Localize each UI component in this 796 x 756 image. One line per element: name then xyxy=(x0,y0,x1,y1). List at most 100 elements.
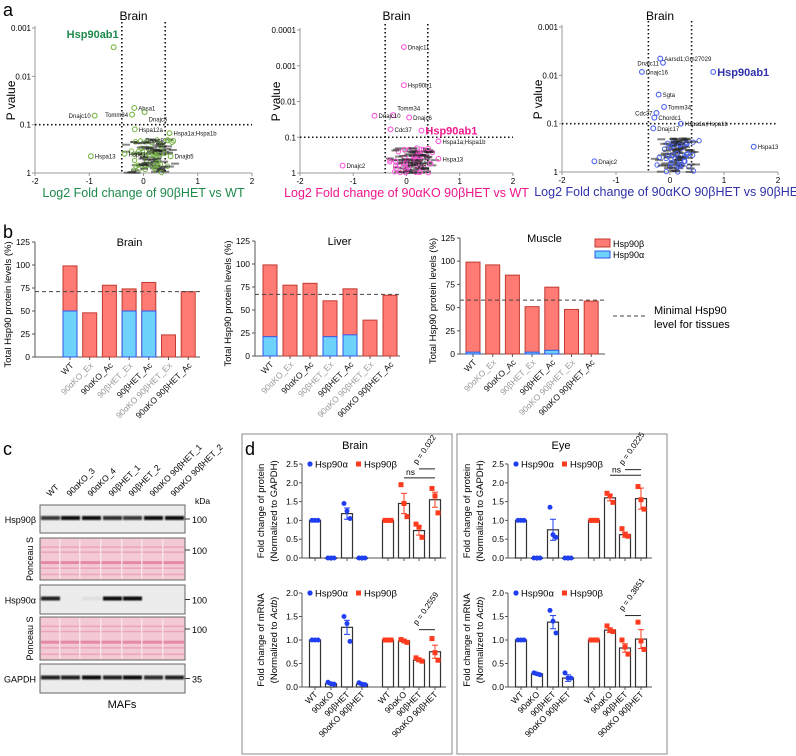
overlapping-gene-label xyxy=(686,167,695,170)
overlapping-gene-label xyxy=(658,154,667,157)
bar-hsp90b xyxy=(282,284,298,357)
overlapping-gene-label xyxy=(399,154,408,157)
data-point xyxy=(665,140,671,147)
y-tick-label: 1 xyxy=(292,169,297,178)
panel-label-a: a xyxy=(3,0,14,20)
legend-label: Hsp90α xyxy=(315,460,348,471)
y-axis-label: Fold change of mRNA xyxy=(462,593,473,687)
replicate-point xyxy=(416,524,422,530)
overlapping-gene-label xyxy=(677,152,686,155)
lane-gap xyxy=(79,539,81,579)
x-tick-label: 1 xyxy=(196,177,201,186)
overlapping-gene-label xyxy=(121,143,130,146)
dot-bar-chart-9: 0.0 0.5 1.0 1.5 2.0 Fold change of mRNA (Norma… xyxy=(462,576,652,739)
replicate-point xyxy=(638,497,644,503)
data-point xyxy=(170,138,177,144)
legend-label: Hsp90β xyxy=(364,460,397,471)
replicate-point xyxy=(550,618,556,624)
lane-gap xyxy=(100,539,102,579)
overlapping-gene-label xyxy=(138,157,147,160)
x-axis-label: Log2 Fold change of 90αKO 90βHET vs WT xyxy=(284,186,529,200)
gene-label: Hspa1a;Hspa1b xyxy=(174,132,218,138)
data-point xyxy=(660,59,666,66)
replicate-point xyxy=(382,637,388,643)
replicate-point xyxy=(537,555,543,561)
data-point xyxy=(696,138,702,144)
significance-label: ns xyxy=(406,467,415,477)
legend-label: Hsp90β xyxy=(364,589,397,600)
y-tick-label: 0.01 xyxy=(280,98,296,107)
data-point xyxy=(131,126,138,133)
y-tick-label: 75 xyxy=(446,279,456,289)
replicate-point xyxy=(553,534,559,540)
ponceau-band xyxy=(41,630,184,633)
y-axis-label-part: (Normalized to xyxy=(475,619,486,683)
replicate-point xyxy=(432,650,438,656)
x-tick-label: 0 xyxy=(141,177,146,186)
overlapping-gene-label xyxy=(415,159,424,162)
y-axis-label-part: Actb xyxy=(269,600,280,620)
y-tick-label: 25 xyxy=(241,328,251,338)
chart-title: Brain xyxy=(342,440,368,452)
replicate-point xyxy=(591,517,597,523)
overlapping-gene-label xyxy=(661,162,670,165)
volcano-title: Brain xyxy=(382,9,410,23)
mean-bar xyxy=(381,639,395,688)
protein-band xyxy=(82,596,101,601)
data-point xyxy=(653,109,660,116)
bar-hsp90a xyxy=(121,310,137,358)
data-point xyxy=(132,151,138,157)
molecular-weight-marker: 35 xyxy=(192,675,202,685)
replicate-point xyxy=(622,644,628,650)
data-point xyxy=(400,44,407,51)
gene-label: Dnajc11 xyxy=(408,46,430,52)
data-point xyxy=(387,159,393,165)
mean-bar xyxy=(412,659,426,688)
data-point xyxy=(750,143,757,150)
overlapping-gene-label xyxy=(139,156,148,159)
y-tick-label: 1 xyxy=(554,168,559,177)
lane-label: WT xyxy=(44,482,60,498)
overlapping-gene-label xyxy=(391,149,400,152)
y-tick-label: 0.0 xyxy=(286,553,298,563)
bar-hsp90a xyxy=(465,351,481,355)
overlapping-gene-label xyxy=(424,150,433,153)
replicate-point xyxy=(610,499,616,505)
data-point xyxy=(401,146,408,153)
highlight-gene-label: Hsp90ab1 xyxy=(717,67,769,79)
protein-band xyxy=(123,516,142,520)
overlapping-gene-label xyxy=(422,170,431,173)
overlapping-gene-label xyxy=(149,158,158,161)
chart-title: Eye xyxy=(552,440,571,452)
x-axis-label: Log2 Fold change of 90αKO 90βHET vs 90βH… xyxy=(534,185,796,199)
data-point xyxy=(129,111,136,118)
gene-label: Tomm34 xyxy=(105,113,129,119)
protein-band xyxy=(103,516,122,520)
gene-label: Dnajc9 xyxy=(145,139,164,145)
overlapping-gene-label xyxy=(408,154,417,157)
p-value-label: p = 0.2559 xyxy=(411,590,441,627)
chart-title: Liver xyxy=(328,236,352,248)
y-axis-label: P value xyxy=(269,81,283,121)
y-tick-label: 1.0 xyxy=(286,635,298,645)
y-tick-label: 0.5 xyxy=(286,659,298,669)
ponceau-band xyxy=(41,647,184,649)
ponceau-band xyxy=(41,561,184,565)
replicate-point xyxy=(635,484,641,490)
panel-d-eye-box xyxy=(456,433,668,755)
bar-hsp90b xyxy=(101,284,117,358)
overlapping-gene-label xyxy=(168,148,177,151)
replicate-point xyxy=(638,638,644,644)
legend-marker-hsp90a xyxy=(307,590,313,596)
protein-band xyxy=(82,516,101,520)
data-point xyxy=(164,137,171,144)
overlapping-gene-label xyxy=(164,151,173,154)
gene-label: Dnajb5 xyxy=(175,155,195,161)
overlapping-gene-label xyxy=(171,162,180,165)
overlapping-gene-label xyxy=(405,161,414,164)
overlapping-gene-label xyxy=(688,151,697,154)
protein-band xyxy=(103,596,122,601)
